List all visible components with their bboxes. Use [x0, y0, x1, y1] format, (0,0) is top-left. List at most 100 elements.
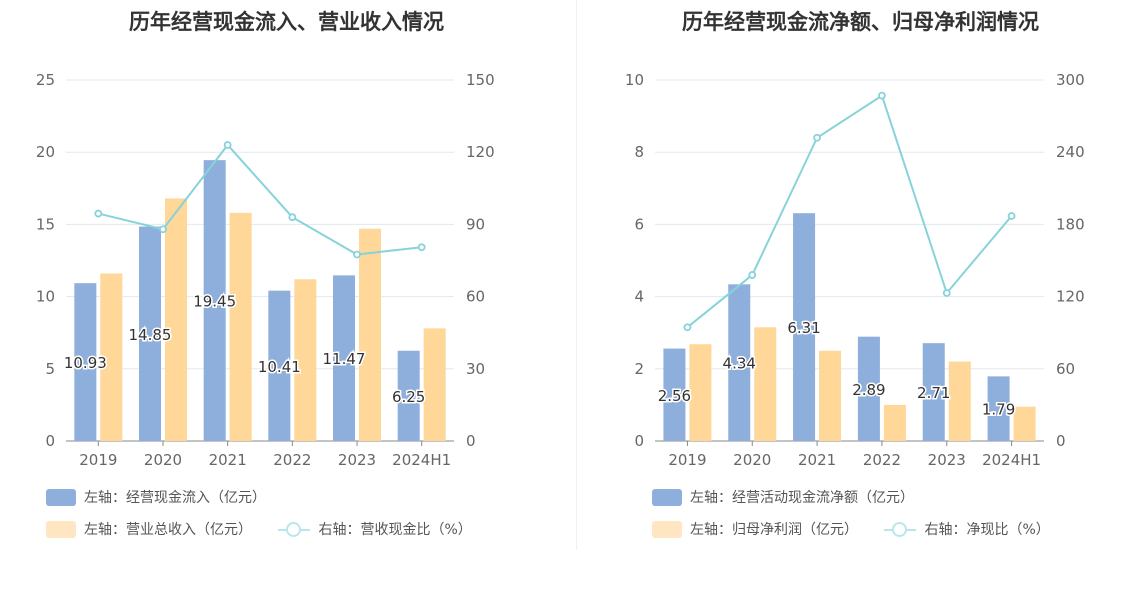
bar-series-2 [423, 328, 446, 441]
x-tick-label: 2019 [79, 451, 117, 469]
line-point [94, 209, 103, 218]
line-swatch [278, 521, 311, 538]
chart-title: 历年经营现金流净额、归母净利润情况 [682, 10, 1039, 34]
bar-data-label: 6.31 [787, 319, 820, 337]
y-left-tick-label: 5 [45, 360, 55, 378]
x-tick-label: 2020 [733, 451, 771, 469]
y-left-tick-label: 0 [634, 432, 644, 450]
line-series [686, 94, 1013, 329]
y-left-tick-label: 25 [36, 71, 55, 89]
bar-series-1 [74, 283, 97, 441]
x-tick-label: 2023 [338, 451, 376, 469]
panel-divider [576, 0, 577, 550]
chart-plot: 0 2 4 6 8 10 0 60 120 180 240 300 2019 2020 2021 2022 20… [625, 71, 1085, 469]
legend: 左轴：归母净利润（亿元） 右轴：净现比（%） [652, 519, 1072, 542]
line-point [1007, 212, 1016, 220]
bar-data-label: 10.41 [258, 358, 301, 376]
x-tick-label: 2019 [668, 451, 706, 469]
bar-data-label: 6.25 [392, 388, 425, 406]
bar-series-2 [883, 404, 906, 441]
y-right-tick-label: 0 [466, 432, 476, 450]
legend-label: 左轴：经营现金流入（亿元） [84, 490, 266, 506]
bar-swatch [46, 488, 76, 506]
x-tick-label: 2024H1 [982, 451, 1041, 469]
y-right-tick-label: 120 [1056, 288, 1085, 306]
bar-data-label: 11.47 [323, 350, 366, 368]
y-right-tick-label: 150 [466, 71, 495, 89]
bar-series-1 [793, 213, 816, 441]
bar-series-1 [857, 336, 880, 441]
bar-swatch [46, 520, 76, 538]
legend-label: 左轴：经营活动现金流净额（亿元） [690, 490, 914, 506]
bar-series-2 [948, 361, 971, 441]
bar-series-1 [203, 160, 226, 441]
line-point [683, 323, 692, 332]
bar-series-2 [229, 212, 252, 441]
legend-label: 左轴：归母净利润（亿元） [690, 522, 858, 538]
bar-data-label: 2.71 [917, 384, 950, 402]
legend-item-bar2[interactable]: 左轴：营业总收入（亿元） [46, 519, 252, 539]
y-left-tick-label: 2 [634, 360, 644, 378]
y-left-tick-label: 20 [36, 143, 55, 161]
bar-swatch [652, 520, 682, 538]
line-point [878, 91, 886, 100]
legend-item-line[interactable]: 右轴：营收现金比（%） [278, 519, 472, 539]
y-right-tick-label: 60 [466, 288, 485, 306]
legend-item-bar1[interactable]: 左轴：经营现金流入（亿元） [46, 487, 266, 507]
legend-item-bar2[interactable]: 左轴：归母净利润（亿元） [652, 519, 858, 539]
y-left-tick-label: 10 [625, 71, 644, 89]
bar-series-2 [165, 198, 187, 441]
x-tick-label: 2020 [144, 451, 182, 469]
line-point [353, 250, 361, 259]
bar-series-1 [728, 284, 751, 441]
legend-label: 右轴：净现比（%） [924, 522, 1050, 538]
line-swatch [884, 521, 917, 538]
bar-series-2 [819, 350, 842, 441]
bar-series-2 [1013, 406, 1036, 441]
x-tick-label: 2022 [863, 451, 901, 469]
bar-series-1 [139, 226, 161, 441]
y-right-tick-label: 240 [1056, 143, 1085, 161]
y-left-tick-label: 6 [634, 215, 644, 233]
x-tick-label: 2021 [209, 451, 247, 469]
legend: 左轴：营业总收入（亿元） 右轴：营收现金比（%） [46, 519, 494, 542]
bar-series-1 [987, 376, 1010, 441]
y-left-tick-label: 15 [36, 215, 55, 233]
y-right-tick-label: 0 [1056, 432, 1066, 450]
legend-label: 左轴：营业总收入（亿元） [84, 522, 252, 538]
line-point [748, 271, 757, 279]
line-point [417, 243, 426, 252]
bar-series-2 [754, 327, 777, 441]
bar-data-label: 14.85 [129, 326, 172, 344]
y-right-tick-label: 300 [1056, 71, 1085, 89]
bar-data-label: 19.45 [193, 293, 236, 311]
bar-series-2 [359, 228, 381, 441]
y-right-tick-label: 180 [1056, 215, 1085, 233]
y-left-tick-label: 0 [45, 432, 55, 450]
legend-item-line[interactable]: 右轴：净现比（%） [884, 519, 1050, 539]
bar-data-label: 2.56 [658, 387, 691, 405]
bar-data-label: 4.34 [723, 355, 756, 373]
bar-series-1 [922, 343, 945, 441]
y-left-tick-label: 8 [634, 143, 644, 161]
bar-series-2 [689, 344, 712, 441]
bar-series-1 [268, 290, 291, 441]
chart-panel-left: 历年经营现金流入、营业收入情况 0 5 10 15 20 25 0 30 60 90 120 150 2… [0, 0, 573, 589]
bar-series-1 [333, 275, 355, 441]
bar-series-1 [397, 350, 420, 441]
y-right-tick-label: 90 [466, 215, 485, 233]
line-point [159, 225, 167, 234]
legend-label: 右轴：营收现金比（%） [318, 522, 472, 538]
chart-title: 历年经营现金流入、营业收入情况 [129, 10, 444, 34]
line-point [288, 213, 297, 222]
legend-item-bar1[interactable]: 左轴：经营活动现金流净额（亿元） [652, 487, 914, 507]
legend: 左轴：经营现金流入（亿元） [46, 487, 288, 510]
x-tick-label: 2024H1 [392, 451, 451, 469]
line-series [98, 143, 422, 256]
x-tick-label: 2022 [273, 451, 311, 469]
bar-data-label: 1.79 [982, 401, 1015, 419]
y-right-tick-label: 120 [466, 143, 495, 161]
bar-series-2 [100, 273, 123, 441]
x-tick-label: 2023 [928, 451, 966, 469]
y-right-tick-label: 30 [466, 360, 485, 378]
